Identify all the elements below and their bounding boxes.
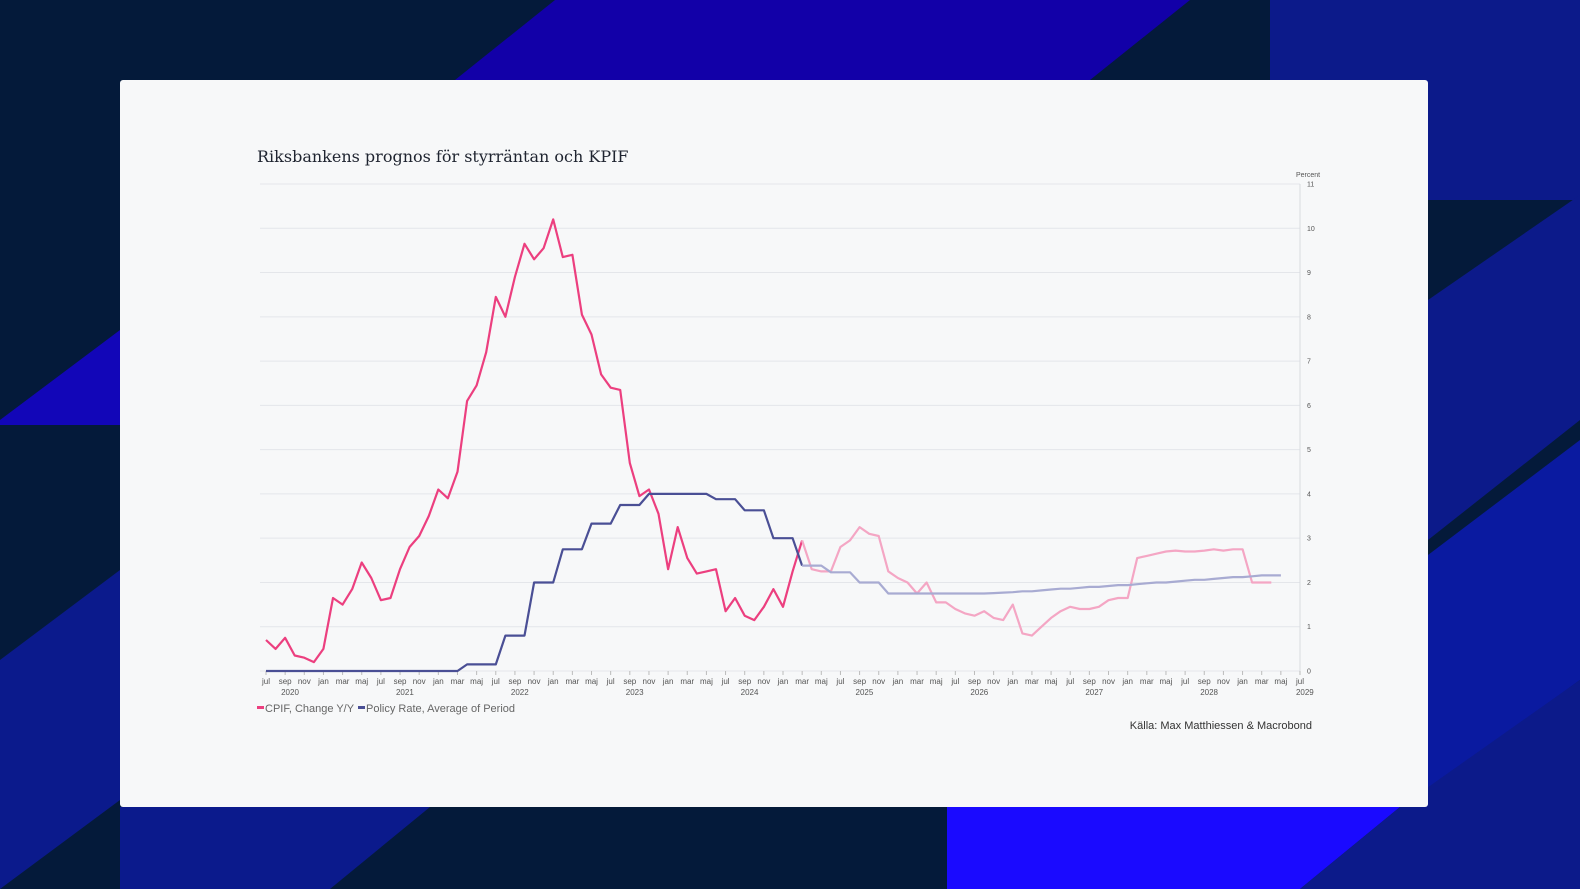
- x-tick-label: jul: [835, 677, 844, 686]
- x-tick-label: sep: [623, 677, 636, 686]
- x-tick-label: mar: [1140, 677, 1154, 686]
- x-tick-label: jul: [491, 677, 500, 686]
- x-tick-label: jan: [777, 677, 789, 686]
- x-tick-label: nov: [872, 677, 885, 686]
- x-tick-label: mar: [680, 677, 694, 686]
- x-tick-label: sep: [1083, 677, 1096, 686]
- y-axis-label: Percent: [1296, 172, 1320, 179]
- x-tick-label: nov: [1217, 677, 1230, 686]
- x-tick-label: mar: [565, 677, 579, 686]
- x-tick-label: jul: [606, 677, 615, 686]
- x-tick-label: nov: [298, 677, 311, 686]
- x-tick-label: jan: [317, 677, 329, 686]
- x-tick-label: sep: [738, 677, 751, 686]
- x-tick-label: jan: [432, 677, 444, 686]
- x-year-label: 2026: [970, 688, 988, 697]
- x-tick-label: jan: [1236, 677, 1248, 686]
- x-tick-label: mar: [795, 677, 809, 686]
- x-tick-label: sep: [508, 677, 521, 686]
- x-tick-label: jul: [376, 677, 385, 686]
- legend-item-policy: Policy Rate, Average of Period: [366, 703, 515, 715]
- y-tick-label: 6: [1307, 403, 1311, 410]
- y-tick-label: 10: [1307, 226, 1315, 233]
- legend-item-cpif: CPIF, Change Y/Y: [265, 703, 355, 715]
- x-tick-label: nov: [757, 677, 770, 686]
- x-tick-label: maj: [355, 677, 368, 686]
- source-note: Källa: Max Matthiessen & Macrobond: [1130, 720, 1312, 732]
- x-tick-label: jan: [1121, 677, 1133, 686]
- x-tick-label: sep: [968, 677, 981, 686]
- y-axis-ticks: 0 1 2 3 4 5 6 7 8 9 10 11: [1307, 182, 1315, 676]
- x-axis-ticks: jul sep nov jan mar maj jul sep nov jan mar maj jul s…: [261, 671, 1314, 697]
- y-tick-label: 7: [1307, 359, 1311, 366]
- x-tick-label: nov: [1102, 677, 1115, 686]
- legend-swatch-cpif: [257, 706, 264, 709]
- chart-card: Riksbankens prognos för styrräntan och K…: [120, 80, 1428, 807]
- x-tick-label: sep: [394, 677, 407, 686]
- x-tick-label: maj: [1274, 677, 1287, 686]
- y-tick-label: 9: [1307, 270, 1311, 277]
- x-tick-label: nov: [413, 677, 426, 686]
- x-tick-label: sep: [1198, 677, 1211, 686]
- x-tick-label: mar: [336, 677, 350, 686]
- series-line-policy-forecast: [802, 564, 1281, 595]
- x-year-label: 2028: [1200, 688, 1218, 697]
- legend-swatch-policy: [358, 706, 365, 709]
- series-line-cpif-forecast: [801, 526, 1272, 637]
- x-tick-label: maj: [470, 677, 483, 686]
- x-year-label: 2024: [741, 688, 759, 697]
- x-tick-label: maj: [930, 677, 943, 686]
- x-tick-label: nov: [528, 677, 541, 686]
- x-tick-label: maj: [585, 677, 598, 686]
- x-year-label: 2025: [856, 688, 874, 697]
- y-tick-label: 1: [1307, 624, 1311, 631]
- x-year-label: 2020: [281, 688, 299, 697]
- x-year-label: 2029: [1296, 688, 1314, 697]
- x-tick-label: maj: [700, 677, 713, 686]
- x-tick-label: sep: [853, 677, 866, 686]
- legend: CPIF, Change Y/Y Policy Rate, Average of…: [257, 703, 515, 715]
- x-tick-label: mar: [1025, 677, 1039, 686]
- y-tick-label: 4: [1307, 491, 1311, 498]
- y-tick-label: 3: [1307, 536, 1311, 543]
- x-tick-label: mar: [910, 677, 924, 686]
- x-year-label: 2021: [396, 688, 414, 697]
- series-line-policy: [266, 492, 804, 673]
- y-tick-label: 0: [1307, 669, 1311, 676]
- y-tick-label: 2: [1307, 580, 1311, 587]
- x-tick-label: jul: [1295, 677, 1304, 686]
- x-year-label: 2022: [511, 688, 529, 697]
- x-year-label: 2023: [626, 688, 644, 697]
- x-tick-label: maj: [1160, 677, 1173, 686]
- y-tick-label: 5: [1307, 447, 1311, 454]
- series-group: [265, 218, 1281, 673]
- x-tick-label: jul: [261, 677, 270, 686]
- y-tick-label: 8: [1307, 314, 1311, 321]
- x-tick-label: jan: [662, 677, 674, 686]
- x-tick-label: jul: [950, 677, 959, 686]
- x-tick-label: nov: [987, 677, 1000, 686]
- x-year-label: 2027: [1085, 688, 1103, 697]
- x-tick-label: jan: [1006, 677, 1018, 686]
- x-tick-label: mar: [451, 677, 465, 686]
- x-tick-label: jan: [892, 677, 904, 686]
- x-tick-label: jan: [547, 677, 559, 686]
- x-tick-label: nov: [643, 677, 656, 686]
- chart-title: Riksbankens prognos för styrräntan och K…: [257, 147, 629, 166]
- x-tick-label: maj: [815, 677, 828, 686]
- x-tick-label: jul: [721, 677, 730, 686]
- x-tick-label: sep: [279, 677, 292, 686]
- series-line-cpif: [265, 218, 804, 664]
- x-tick-label: jul: [1065, 677, 1074, 686]
- y-tick-label: 11: [1307, 182, 1314, 189]
- gridlines: [260, 183, 1301, 672]
- x-tick-label: jul: [1180, 677, 1189, 686]
- chart: Riksbankens prognos för styrräntan och K…: [257, 147, 1320, 732]
- x-tick-label: maj: [1045, 677, 1058, 686]
- x-tick-label: mar: [1255, 677, 1269, 686]
